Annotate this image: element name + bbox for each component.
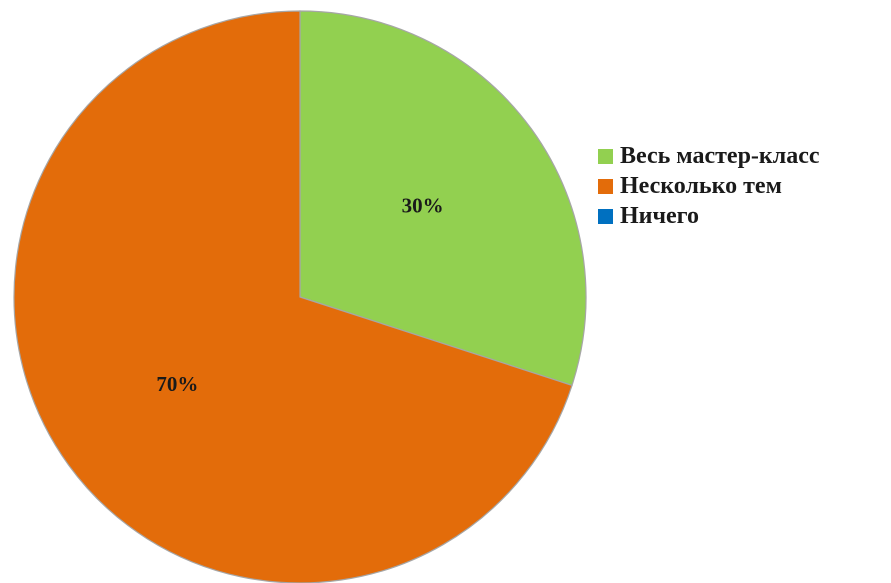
data-label-several-topics: 70% — [156, 372, 198, 396]
pie-slice-several-topics — [13, 10, 573, 583]
legend-swatch-whole-masterclass — [598, 148, 613, 164]
pie-slice-whole-masterclass — [299, 10, 587, 387]
legend-label-several-topics: Несколько тем — [620, 173, 782, 199]
pie-data-labels: 30% 70% — [156, 194, 443, 396]
legend-swatch-nothing — [598, 208, 613, 224]
legend-item-several-topics: Несколько тем — [598, 171, 820, 201]
data-label-whole-masterclass: 30% — [402, 194, 444, 218]
legend-label-whole-masterclass: Весь мастер-класс — [620, 143, 820, 169]
legend-swatch-several-topics — [598, 178, 613, 194]
legend-item-whole-masterclass: Весь мастер-класс — [598, 141, 820, 171]
chart-legend: Весь мастер-класс Несколько тем Ничего — [598, 141, 820, 231]
legend-label-nothing: Ничего — [620, 203, 699, 229]
legend-item-nothing: Ничего — [598, 201, 820, 231]
pie-slices — [13, 10, 587, 583]
